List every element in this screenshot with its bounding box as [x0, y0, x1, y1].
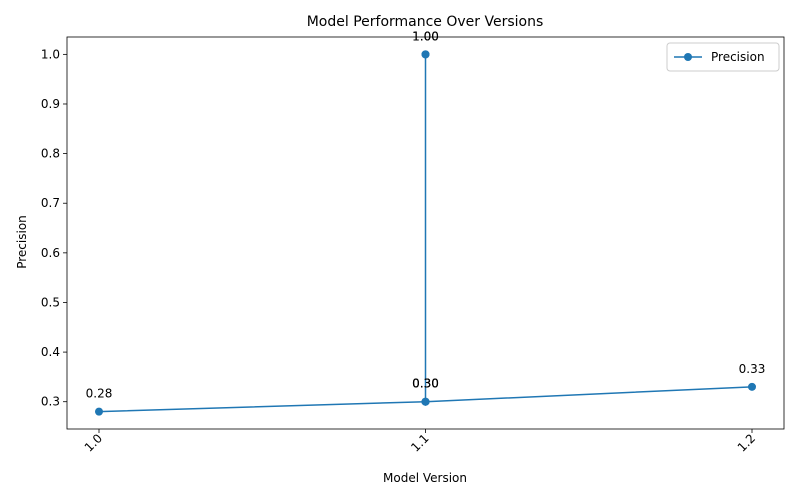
y-tick-label: 0.7 [41, 196, 60, 210]
data-label: 0.30 [412, 377, 439, 391]
x-tick-label: 1.0 [82, 431, 105, 454]
data-point [421, 397, 430, 406]
legend-label-precision: Precision [711, 50, 765, 64]
data-point [421, 50, 430, 59]
legend-marker-swatch [684, 53, 692, 61]
y-tick-label: 0.5 [41, 295, 60, 309]
data-label: 1.00 [412, 29, 439, 43]
x-tick-label: 1.1 [408, 431, 431, 454]
y-tick-label: 0.3 [41, 395, 60, 409]
y-tick-label: 0.6 [41, 246, 60, 260]
y-axis-label: Precision [15, 215, 29, 269]
y-tick-label: 0.4 [41, 345, 60, 359]
x-tick-label: 1.2 [735, 431, 758, 454]
data-label: 0.33 [739, 362, 766, 376]
legend: Precision [666, 42, 780, 72]
data-point [95, 407, 103, 416]
series-line-precision [98, 53, 753, 413]
x-axis-label: Model Version [383, 471, 467, 485]
y-tick-label: 0.8 [41, 147, 60, 161]
plot-area: 1.0 1.1 1.2 0.3 0.4 0.5 0.6 0.7 0.8 0.9 1.0 0.28 0.3… [41, 29, 785, 455]
data-label: 0.28 [86, 387, 113, 401]
data-label: 1.00 [412, 29, 439, 43]
data-point [748, 382, 756, 391]
legend-box [666, 42, 780, 72]
y-tick-label: 0.9 [41, 97, 60, 111]
data-label: 0.30 [412, 377, 439, 391]
y-tick-label: 1.0 [41, 47, 60, 61]
chart-title: Model Performance Over Versions [307, 14, 544, 30]
data-label: 0.30 [412, 377, 439, 391]
